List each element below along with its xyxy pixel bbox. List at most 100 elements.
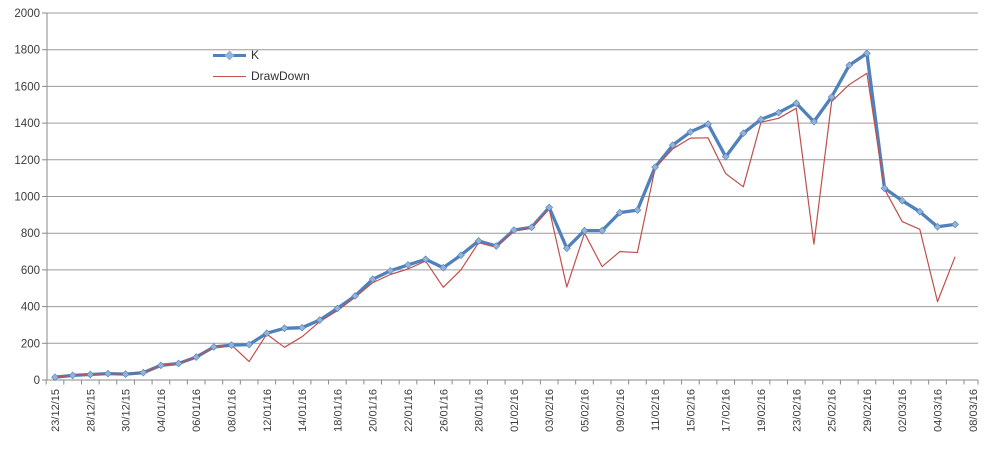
y-axis-label: 600	[21, 265, 40, 277]
x-axis-label: 01/02/16	[509, 389, 521, 432]
x-axis-label: 03/02/16	[544, 389, 556, 432]
x-axis-label: 18/01/16	[332, 389, 344, 432]
x-axis-label: 20/01/16	[368, 389, 380, 432]
k-diamond-marker	[315, 316, 324, 324]
series-k-markers	[51, 49, 959, 382]
k-diamond-marker	[739, 129, 748, 138]
k-diamond-marker	[157, 361, 165, 370]
k-diamond-marker	[721, 152, 730, 161]
x-axis-label: 05/02/16	[580, 389, 592, 432]
k-diamond-marker	[668, 141, 677, 149]
k-diamond-marker	[121, 370, 130, 378]
legend-label-drawdown: DrawDown	[251, 69, 310, 83]
x-axis-label: 29/02/16	[862, 389, 874, 432]
k-diamond-marker	[280, 324, 289, 333]
k-diamond-marker	[439, 263, 448, 272]
k-diamond-marker	[633, 206, 642, 214]
x-axis-label: 26/01/16	[438, 389, 450, 432]
x-axis-label: 19/02/16	[756, 389, 768, 432]
series-k-line	[53, 51, 957, 379]
k-diamond-marker	[227, 341, 236, 349]
k-diamond-marker	[827, 93, 836, 101]
k-diamond-marker	[192, 353, 201, 361]
k-diamond-marker	[686, 128, 695, 136]
x-axis-label: 30/12/15	[121, 389, 133, 432]
k-diamond-marker	[615, 208, 624, 217]
k-diamond-marker	[210, 343, 218, 351]
y-axis-label: 1200	[14, 155, 40, 167]
x-axis-label: 15/02/16	[685, 389, 697, 432]
k-diamond-marker	[457, 251, 465, 260]
k-diamond-marker	[474, 237, 483, 245]
k-diamond-marker	[898, 196, 907, 205]
x-axis-label: 28/12/15	[85, 389, 97, 432]
k-diamond-marker	[333, 304, 342, 313]
k-diamond-marker	[757, 115, 765, 124]
x-axis-label: 08/01/16	[227, 389, 239, 432]
k-diamond-marker	[598, 226, 606, 235]
y-gridlines	[42, 12, 978, 381]
k-diamond-marker	[845, 61, 854, 70]
k-series-line-sample	[213, 50, 246, 60]
k-diamond-marker	[86, 370, 95, 379]
x-axis-label: 11/02/16	[650, 389, 662, 431]
k-diamond-marker	[863, 49, 871, 58]
x-axis-label: 04/01/16	[156, 389, 168, 432]
k-diamond-marker	[510, 226, 518, 234]
x-axis-label: 12/01/16	[262, 389, 274, 432]
chart-legend: K DrawDown	[213, 48, 310, 83]
k-diamond-marker	[492, 242, 501, 250]
k-diamond-marker	[298, 323, 306, 332]
k-diamond-marker	[386, 266, 395, 275]
x-axis-label: 22/01/16	[403, 389, 415, 432]
k-diamond-marker	[421, 255, 430, 264]
k-diamond-marker	[262, 329, 271, 338]
k-diamond-marker	[880, 184, 889, 193]
drawdown-series-line-sample	[213, 72, 246, 81]
y-axis-label: 0	[34, 375, 40, 387]
x-axis-label: 28/01/16	[474, 389, 486, 432]
k-diamond-marker	[545, 203, 554, 212]
y-axis-label: 800	[21, 228, 40, 240]
k-diamond-marker	[351, 292, 359, 300]
x-axis-label: 09/02/16	[615, 389, 627, 432]
k-diamond-marker	[104, 369, 112, 378]
x-axis-labels: 23/12/15 28/12/15 30/12/15 04/01/16 06/01/16…	[50, 389, 980, 432]
x-axis-label: 06/01/16	[191, 389, 203, 432]
x-axis-ticks	[45, 380, 979, 385]
k-diamond-marker	[139, 368, 148, 377]
k-diamond-marker	[563, 244, 571, 253]
k-diamond-marker	[651, 163, 659, 171]
k-diamond-marker	[810, 117, 818, 126]
series-drawdown-line	[54, 72, 956, 378]
k-diamond-marker	[245, 340, 253, 349]
y-axis-label: 1400	[14, 118, 40, 130]
k-diamond-marker	[792, 99, 801, 108]
y-axis-label: 1800	[14, 45, 40, 57]
k-diamond-marker	[368, 275, 377, 284]
y-axis-label: 200	[21, 338, 40, 350]
k-diamond-marker-icon	[224, 50, 235, 60]
k-diamond-marker	[580, 226, 589, 235]
k-diamond-marker	[404, 261, 412, 269]
x-axis-label: 23/12/15	[50, 389, 62, 432]
k-diamond-marker	[174, 359, 183, 368]
k-diamond-marker	[68, 371, 77, 380]
k-diamond-marker	[951, 220, 959, 229]
y-axis-label: 1600	[14, 81, 40, 93]
x-axis-label: 04/03/16	[933, 389, 945, 432]
k-diamond-marker	[774, 108, 783, 117]
legend-entry-drawdown[interactable]: DrawDown	[213, 69, 310, 83]
x-axis-label: 02/03/16	[897, 389, 909, 432]
k-diamond-marker	[916, 207, 924, 216]
legend-label-k: K	[251, 48, 260, 62]
x-axis-label: 25/02/16	[827, 389, 839, 432]
x-axis-label: 14/01/16	[297, 389, 309, 432]
k-diamond-marker	[527, 223, 536, 232]
legend-entry-k[interactable]: K	[213, 48, 310, 62]
x-axis-label: 23/02/16	[791, 389, 803, 432]
drawdown-line-swatch	[213, 75, 246, 77]
y-axis-label: 2000	[14, 8, 40, 20]
